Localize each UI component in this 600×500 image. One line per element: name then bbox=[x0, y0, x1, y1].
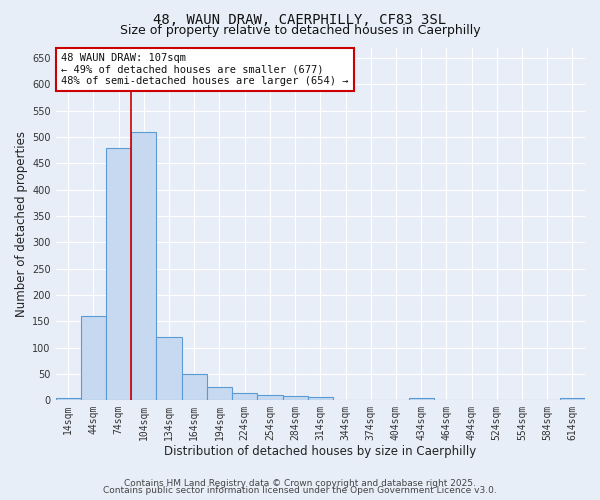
X-axis label: Distribution of detached houses by size in Caerphilly: Distribution of detached houses by size … bbox=[164, 444, 476, 458]
Bar bbox=[232, 394, 257, 400]
Bar bbox=[283, 396, 308, 400]
Bar bbox=[81, 316, 106, 400]
Text: Size of property relative to detached houses in Caerphilly: Size of property relative to detached ho… bbox=[119, 24, 481, 37]
Bar bbox=[409, 398, 434, 400]
Bar bbox=[257, 395, 283, 400]
Text: 48, WAUN DRAW, CAERPHILLY, CF83 3SL: 48, WAUN DRAW, CAERPHILLY, CF83 3SL bbox=[154, 12, 446, 26]
Bar bbox=[560, 398, 585, 400]
Bar bbox=[157, 337, 182, 400]
Bar bbox=[207, 387, 232, 400]
Bar bbox=[106, 148, 131, 400]
Bar bbox=[131, 132, 157, 400]
Bar bbox=[56, 398, 81, 400]
Text: Contains HM Land Registry data © Crown copyright and database right 2025.: Contains HM Land Registry data © Crown c… bbox=[124, 478, 476, 488]
Text: Contains public sector information licensed under the Open Government Licence v3: Contains public sector information licen… bbox=[103, 486, 497, 495]
Bar bbox=[182, 374, 207, 400]
Bar bbox=[308, 396, 333, 400]
Y-axis label: Number of detached properties: Number of detached properties bbox=[15, 131, 28, 317]
Text: 48 WAUN DRAW: 107sqm
← 49% of detached houses are smaller (677)
48% of semi-deta: 48 WAUN DRAW: 107sqm ← 49% of detached h… bbox=[61, 53, 349, 86]
